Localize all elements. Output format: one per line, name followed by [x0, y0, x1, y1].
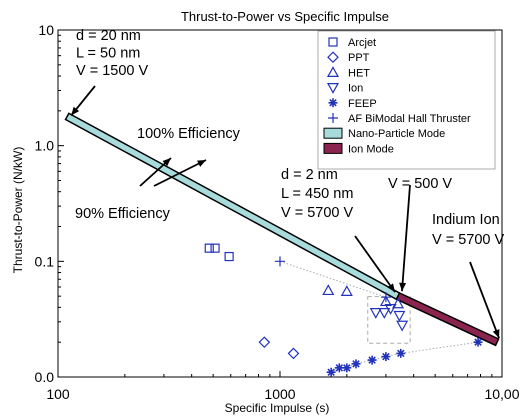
annotation-arrows	[70, 85, 500, 339]
ion-point	[384, 304, 397, 315]
feep-point	[381, 352, 391, 362]
legend-box	[317, 30, 496, 170]
feep-point	[326, 367, 336, 377]
legend-marker	[327, 51, 339, 64]
legend-label: PPT	[348, 52, 370, 64]
arrow-indium-5700-head	[492, 329, 500, 339]
arrow-100-efficiency-head	[162, 158, 171, 167]
arrow-indium-500-head	[399, 282, 407, 292]
legend-marker	[328, 113, 338, 123]
ion-point	[369, 308, 382, 319]
het-point	[322, 284, 335, 296]
legend-marker	[326, 82, 340, 94]
legend-marker	[326, 66, 340, 78]
het-point	[391, 297, 405, 309]
annotation-top-params: d = 20 nm	[76, 28, 141, 44]
axis-ticks: 100 1000 10,00 0.0 0.1 1.0 10	[35, 22, 520, 402]
het-point	[340, 285, 353, 296]
y-tick-label: 10	[38, 22, 54, 38]
legend: Arcjet PPT HET Ion FEEP AF BiModal Hall Thrus…	[317, 30, 496, 170]
arrow-indium-5700	[469, 261, 500, 339]
ion-point	[393, 310, 406, 322]
feep-point	[334, 363, 344, 373]
annotation-indium5700: Indium Ion	[432, 212, 500, 228]
y-axis-label: Thrust-to-Power (N/kW)	[11, 147, 25, 274]
feep-connector	[330, 341, 479, 373]
af-bimodal-hall-thruster-point	[275, 256, 285, 267]
y-tick-label: 0.1	[35, 253, 55, 269]
legend-label: Ion Mode	[348, 143, 394, 155]
annotation-mid-params: d = 2 nm	[281, 167, 338, 183]
arcjet-point	[224, 251, 234, 262]
arcjet-point	[204, 243, 214, 253]
legend-swatch	[323, 142, 343, 154]
af-bimodal-hall-thruster-point	[380, 292, 391, 303]
arrow-mid-params	[354, 235, 396, 293]
arrow-90-efficiency-head	[197, 160, 206, 167]
arrow-indium-500	[401, 184, 411, 292]
feep-point	[473, 337, 483, 347]
x-tick-label: 10,00	[484, 386, 519, 402]
efficiency-bands	[64, 112, 500, 347]
annotation-indium5700: V = 5700 V	[432, 232, 504, 248]
ppt-point	[287, 347, 300, 360]
arcjet-point	[210, 243, 220, 253]
chart-title: Thrust-to-Power vs Specific Impulse	[181, 9, 389, 24]
legend-label: Arcjet	[348, 37, 376, 49]
legend-label: Nano-Particle Mode	[348, 128, 445, 140]
annotation-mid-params: L = 450 nm	[281, 186, 353, 202]
ion-mode-band	[395, 291, 500, 347]
feep-point	[367, 355, 377, 365]
annotation-top-params: L = 50 nm	[76, 46, 140, 62]
legend-label: FEEP	[348, 98, 377, 110]
arrow-90-efficiency	[153, 159, 207, 187]
legend-label: Ion	[348, 83, 363, 95]
ion-point	[378, 308, 391, 319]
legend-label: HET	[348, 67, 370, 79]
data-markers	[204, 243, 483, 377]
legend-swatch	[323, 127, 343, 139]
legend-label: AF BiModal Hall Thruster	[348, 113, 471, 125]
af-bimodal-connector	[279, 260, 387, 298]
x-tick-label: 1000	[264, 386, 295, 402]
feep-point	[351, 359, 361, 369]
annotation-eff100: 100% Efficiency	[137, 126, 241, 142]
legend-marker	[328, 37, 338, 47]
legend-marker	[328, 98, 338, 108]
arrow-top-params-head	[71, 106, 80, 116]
feep-point	[342, 363, 352, 373]
y-tick-label: 0.0	[35, 369, 55, 385]
annotation-eff90: 90% Efficiency	[75, 206, 171, 222]
y-tick-label: 1.0	[35, 138, 55, 154]
feep-point	[396, 348, 406, 358]
ion-cluster-box	[367, 296, 411, 344]
x-tick-label: 100	[46, 386, 70, 402]
ppt-point	[258, 336, 271, 349]
annotation-top-params: V = 1500 V	[76, 63, 148, 79]
arrow-mid-params-head	[387, 283, 395, 293]
x-axis-label: Specific Impulse (s)	[225, 401, 330, 415]
annotation-indium500: V = 500 V	[388, 176, 452, 192]
annotation-mid-params: V = 5700 V	[281, 205, 353, 221]
ion-point	[396, 320, 409, 332]
